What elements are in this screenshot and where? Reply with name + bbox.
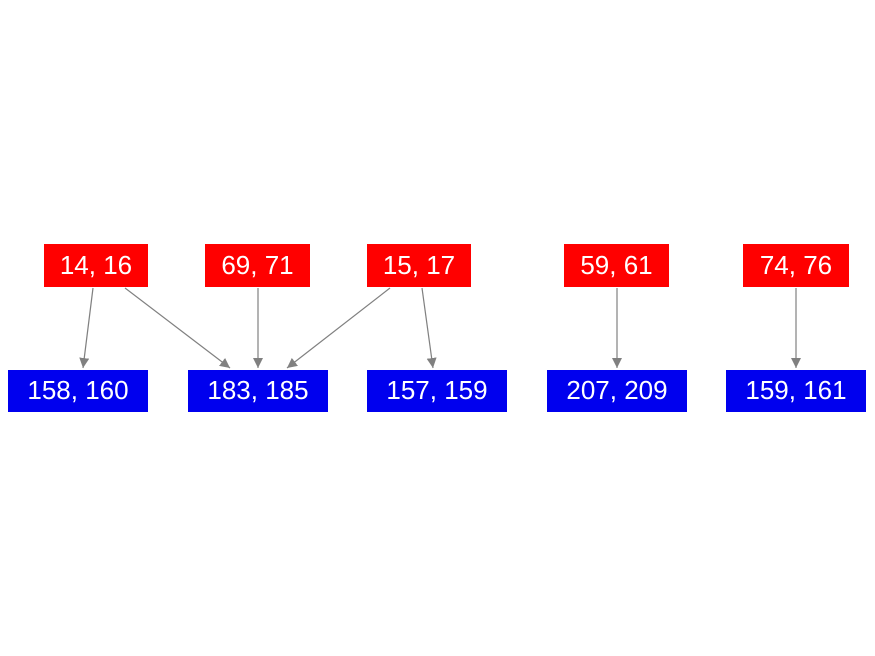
node-box [547,370,687,412]
edge [124,287,231,369]
node-box [367,244,471,287]
node-label: 59, 61 [580,250,652,280]
node-label: 207, 209 [566,375,667,405]
node-label: 74, 76 [760,250,832,280]
node-box [367,370,507,412]
source-nodes: 14, 16 69, 71 15, 17 59, 61 74, 76 [44,244,849,287]
node-label: 14, 16 [60,250,132,280]
node-box [726,370,866,412]
target-nodes: 158, 160 183, 185 157, 159 207, 209 159,… [8,370,866,412]
edge [421,287,437,369]
node-label: 183, 185 [207,375,308,405]
node-box [8,370,148,412]
node-label: 69, 71 [221,250,293,280]
edge [286,287,391,369]
edge [79,287,94,369]
node-label: 158, 160 [27,375,128,405]
node-box [44,244,148,287]
node-box [564,244,669,287]
edges [79,287,801,369]
node-label: 157, 159 [386,375,487,405]
node-box [188,370,328,412]
node-box [205,244,310,287]
node-label: 15, 17 [383,250,455,280]
node-box [743,244,849,287]
node-label: 159, 161 [745,375,846,405]
